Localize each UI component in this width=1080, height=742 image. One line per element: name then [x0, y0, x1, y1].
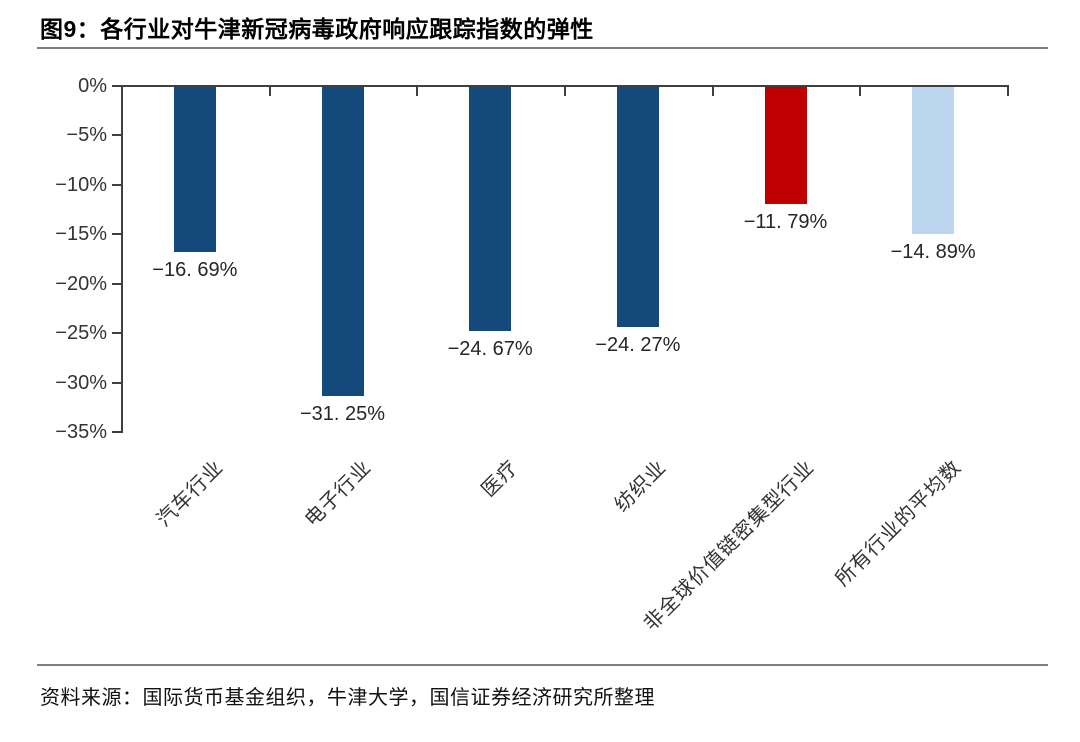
y-axis-tick — [112, 431, 121, 433]
y-axis-tick — [112, 85, 121, 87]
category-label-text: 所有行业的平均数 — [831, 456, 966, 591]
bar — [764, 87, 807, 204]
category-tick — [859, 85, 862, 96]
y-axis-tick — [112, 233, 121, 236]
title-divider — [37, 47, 1048, 49]
y-axis-tick — [112, 134, 121, 137]
category-tick — [268, 85, 271, 96]
category-label-text: 医疗 — [477, 456, 523, 502]
bar — [321, 87, 364, 396]
category-tick — [416, 85, 419, 96]
y-axis-tick-label: −25% — [55, 322, 107, 345]
category-tick — [711, 85, 714, 96]
bar-value-label: −24. 27% — [595, 333, 681, 356]
category-tick — [1007, 85, 1009, 96]
source-note: 资料来源：国际货币基金组织，牛津大学，国信证券经济研究所整理 — [40, 687, 655, 709]
y-axis-tick-label: −20% — [55, 272, 107, 295]
bar — [912, 87, 955, 235]
category-label-text: 汽车行业 — [152, 456, 228, 532]
category-tick — [564, 85, 566, 96]
y-axis-tick — [112, 332, 121, 335]
y-axis-tick-label: −35% — [55, 421, 107, 443]
bar-value-label: −24. 67% — [447, 337, 533, 360]
y-axis-tick-label: −30% — [55, 371, 107, 394]
category-label-text: 电子行业 — [300, 456, 376, 532]
bar-value-label: −31. 25% — [299, 402, 386, 425]
y-axis-tick — [112, 381, 121, 384]
bar — [469, 87, 512, 331]
y-axis-tick-label: 0% — [78, 75, 107, 97]
y-axis-tick-label: −15% — [55, 223, 107, 246]
bar — [173, 87, 216, 252]
source-divider — [37, 664, 1048, 666]
y-axis-tick — [112, 282, 121, 285]
figure-title: 图9：各行业对牛津新冠病毒政府响应跟踪指数的弹性 — [40, 16, 594, 42]
y-axis-tick-label: −5% — [66, 124, 107, 147]
category-label-text: 纺织业 — [610, 456, 671, 517]
y-axis-line — [121, 85, 123, 433]
y-axis-tick-label: −10% — [55, 173, 107, 196]
y-axis-tick — [112, 183, 121, 186]
bar — [616, 87, 659, 327]
bar-value-label: −14. 89% — [890, 241, 976, 264]
bar-value-label: −11. 79% — [743, 210, 828, 233]
bar-value-label: −16. 69% — [152, 258, 238, 281]
